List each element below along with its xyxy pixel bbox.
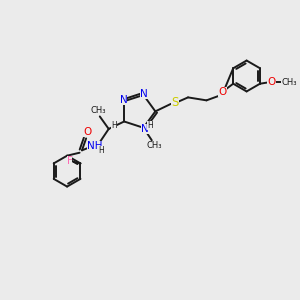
Text: S: S bbox=[171, 96, 179, 109]
Text: O: O bbox=[83, 127, 92, 137]
Text: N: N bbox=[120, 95, 128, 105]
Text: CH₃: CH₃ bbox=[281, 78, 297, 87]
Text: F: F bbox=[67, 156, 72, 166]
Text: CH₃: CH₃ bbox=[91, 106, 106, 115]
Text: H: H bbox=[111, 121, 117, 130]
Text: H: H bbox=[147, 122, 153, 130]
Text: O: O bbox=[267, 77, 276, 87]
Text: H: H bbox=[98, 146, 103, 155]
Text: N: N bbox=[140, 89, 148, 99]
Text: CH₃: CH₃ bbox=[146, 141, 162, 150]
Text: NH: NH bbox=[87, 141, 103, 151]
Text: N: N bbox=[141, 124, 149, 134]
Text: O: O bbox=[218, 87, 226, 97]
